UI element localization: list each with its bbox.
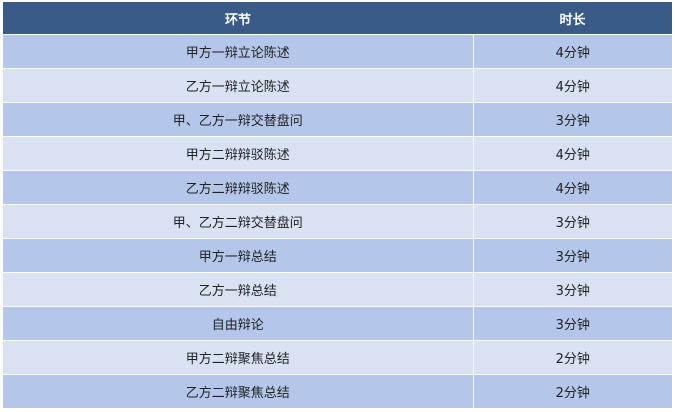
- duration-cell: 3分钟: [472, 204, 672, 239]
- stage-cell: 甲方一辩总结: [3, 238, 473, 273]
- stage-cell: 甲方一辩立论陈述: [3, 34, 473, 69]
- table-row: 甲方一辩总结 3分钟: [3, 238, 672, 273]
- duration-cell: 3分钟: [472, 102, 672, 137]
- duration-cell: 4分钟: [472, 170, 672, 205]
- stage-cell: 甲、乙方二辩交替盘问: [3, 204, 473, 239]
- duration-cell: 3分钟: [472, 272, 672, 307]
- stage-cell: 甲、乙方一辩交替盘问: [3, 102, 473, 137]
- duration-cell: 2分钟: [472, 374, 672, 408]
- table-row: 甲方二辩聚焦总结 2分钟: [3, 340, 672, 375]
- duration-cell: 4分钟: [472, 68, 672, 103]
- header-stage: 环节: [3, 2, 473, 35]
- table-row: 乙方一辩立论陈述 4分钟: [3, 68, 672, 103]
- table-row: 甲、乙方一辩交替盘问 3分钟: [3, 102, 672, 137]
- stage-cell: 甲方二辩聚焦总结: [3, 340, 473, 375]
- table-row: 甲方二辩辩驳陈述 4分钟: [3, 136, 672, 171]
- duration-cell: 4分钟: [472, 34, 672, 69]
- stage-cell: 自由辩论: [3, 306, 473, 341]
- duration-cell: 3分钟: [472, 306, 672, 341]
- table-row: 甲方一辩立论陈述 4分钟: [3, 34, 672, 69]
- table-row: 自由辩论 3分钟: [3, 306, 672, 341]
- header-duration: 时长: [473, 2, 672, 35]
- duration-cell: 2分钟: [472, 340, 672, 375]
- duration-cell: 3分钟: [472, 238, 672, 273]
- table-row: 乙方一辩总结 3分钟: [3, 272, 672, 307]
- stage-cell: 乙方二辩聚焦总结: [3, 374, 473, 408]
- stage-cell: 乙方二辩辩驳陈述: [3, 170, 473, 205]
- table-row: 甲、乙方二辩交替盘问 3分钟: [3, 204, 672, 239]
- stage-cell: 乙方一辩立论陈述: [3, 68, 473, 103]
- header-row: 环节 时长: [3, 2, 672, 35]
- stage-cell: 甲方二辩辩驳陈述: [3, 136, 473, 171]
- table-row: 乙方二辩聚焦总结 2分钟: [3, 374, 672, 408]
- duration-cell: 4分钟: [472, 136, 672, 171]
- table-row: 乙方二辩辩驳陈述 4分钟: [3, 170, 672, 205]
- debate-schedule-table: 环节 时长 甲方一辩立论陈述 4分钟 乙方一辩立论陈述 4分钟 甲、乙方一辩交替盘问 3分…: [3, 2, 672, 408]
- stage-cell: 乙方一辩总结: [3, 272, 473, 307]
